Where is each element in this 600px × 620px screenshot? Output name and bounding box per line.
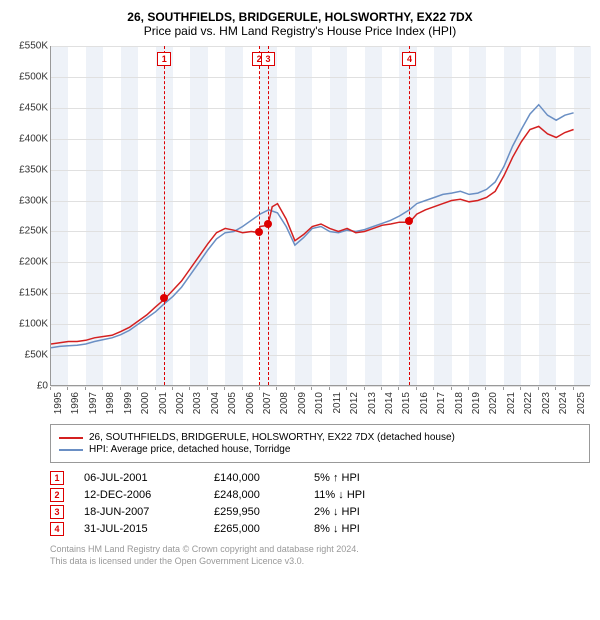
x-tick-label: 1998 (105, 392, 116, 414)
chart-svg (51, 46, 591, 386)
y-tick-label: £200K (19, 257, 48, 268)
x-tick-label: 1995 (53, 392, 64, 414)
sale-row-diff: 11% ↓ HPI (314, 489, 414, 501)
x-tick-label: 2010 (314, 392, 325, 414)
x-tick-label: 2023 (541, 392, 552, 414)
y-tick-label: £450K (19, 102, 48, 113)
sale-row-num: 2 (50, 488, 64, 502)
x-tick-label: 2018 (454, 392, 465, 414)
x-tick-label: 2021 (506, 392, 517, 414)
x-tick-label: 2009 (297, 392, 308, 414)
sale-marker-dot (255, 228, 263, 236)
chart-title: 26, SOUTHFIELDS, BRIDGERULE, HOLSWORTHY,… (10, 10, 590, 24)
x-tick-label: 2011 (332, 392, 343, 414)
sale-row-price: £248,000 (214, 489, 314, 501)
plot-area: 1234 (50, 46, 590, 386)
sale-row-diff: 5% ↑ HPI (314, 472, 414, 484)
x-tick-label: 2008 (279, 392, 290, 414)
sale-row-diff: 8% ↓ HPI (314, 523, 414, 535)
x-tick-label: 2014 (384, 392, 395, 414)
footer: Contains HM Land Registry data © Crown c… (50, 544, 590, 567)
x-tick-label: 2025 (576, 392, 587, 414)
sale-marker-dot (405, 217, 413, 225)
sale-marker-dot (160, 294, 168, 302)
sale-marker-line (259, 46, 260, 385)
y-tick-label: £250K (19, 226, 48, 237)
legend-label-a: 26, SOUTHFIELDS, BRIDGERULE, HOLSWORTHY,… (89, 432, 455, 443)
y-tick-label: £300K (19, 195, 48, 206)
legend-swatch-b (59, 449, 83, 451)
sale-row: 2 12-DEC-2006£248,00011% ↓ HPI (50, 488, 590, 502)
x-tick-label: 2000 (140, 392, 151, 414)
sale-marker-line (268, 46, 269, 385)
sale-marker-dot (264, 220, 272, 228)
y-tick-label: £400K (19, 133, 48, 144)
y-tick-label: £100K (19, 319, 48, 330)
sale-row: 4 31-JUL-2015£265,0008% ↓ HPI (50, 522, 590, 536)
x-tick-label: 2013 (367, 392, 378, 414)
sale-row: 1 06-JUL-2001£140,0005% ↑ HPI (50, 471, 590, 485)
sale-row-date: 18-JUN-2007 (84, 506, 214, 518)
x-tick-label: 1999 (123, 392, 134, 414)
x-tick-label: 1996 (70, 392, 81, 414)
x-axis: 1995 1996 1997 1998 1999 2000 2001 2002 2003 2004… (50, 390, 590, 420)
sale-row-diff: 2% ↓ HPI (314, 506, 414, 518)
sale-row-num: 1 (50, 471, 64, 485)
sale-marker-line (164, 46, 165, 385)
legend-swatch-a (59, 437, 83, 439)
sale-marker-box: 4 (402, 52, 416, 66)
x-tick-label: 2007 (262, 392, 273, 414)
x-tick-label: 2002 (175, 392, 186, 414)
y-tick-label: £0 (37, 381, 48, 392)
sale-row: 3 18-JUN-2007£259,9502% ↓ HPI (50, 505, 590, 519)
y-tick-label: £550K (19, 41, 48, 52)
sale-row-price: £259,950 (214, 506, 314, 518)
y-tick-label: £50K (25, 350, 48, 361)
x-tick-label: 1997 (88, 392, 99, 414)
sale-row-date: 12-DEC-2006 (84, 489, 214, 501)
sale-row-num: 4 (50, 522, 64, 536)
footer-line-1: Contains HM Land Registry data © Crown c… (50, 544, 590, 556)
x-tick-label: 2020 (488, 392, 499, 414)
sales-table: 1 06-JUL-2001£140,0005% ↑ HPI 2 12-DEC-2006… (50, 471, 590, 536)
x-tick-label: 2006 (245, 392, 256, 414)
y-tick-label: £350K (19, 164, 48, 175)
sale-row-price: £140,000 (214, 472, 314, 484)
x-tick-label: 2001 (158, 392, 169, 414)
y-axis: £0£50K£100K£150K£200K£250K£300K£350K£400… (10, 46, 48, 386)
chart-subtitle: Price paid vs. HM Land Registry's House … (10, 24, 590, 38)
x-tick-label: 2022 (523, 392, 534, 414)
legend-row-a: 26, SOUTHFIELDS, BRIDGERULE, HOLSWORTHY,… (59, 432, 581, 443)
legend-label-b: HPI: Average price, detached house, Torr… (89, 444, 290, 455)
x-tick-label: 2005 (227, 392, 238, 414)
sale-row-num: 3 (50, 505, 64, 519)
y-tick-label: £500K (19, 71, 48, 82)
x-tick-label: 2012 (349, 392, 360, 414)
sale-marker-line (409, 46, 410, 385)
legend: 26, SOUTHFIELDS, BRIDGERULE, HOLSWORTHY,… (50, 424, 590, 463)
property-series-line (51, 126, 574, 344)
footer-line-2: This data is licensed under the Open Gov… (50, 556, 590, 568)
sale-marker-box: 3 (261, 52, 275, 66)
y-tick-label: £150K (19, 288, 48, 299)
x-tick-label: 2024 (558, 392, 569, 414)
x-tick-label: 2019 (471, 392, 482, 414)
legend-row-b: HPI: Average price, detached house, Torr… (59, 444, 581, 455)
x-tick-label: 2016 (419, 392, 430, 414)
chart-area: £0£50K£100K£150K£200K£250K£300K£350K£400… (50, 46, 590, 386)
x-tick-label: 2004 (210, 392, 221, 414)
x-tick-label: 2015 (401, 392, 412, 414)
sale-marker-box: 1 (157, 52, 171, 66)
sale-row-date: 31-JUL-2015 (84, 523, 214, 535)
sale-row-date: 06-JUL-2001 (84, 472, 214, 484)
x-tick-label: 2003 (192, 392, 203, 414)
sale-row-price: £265,000 (214, 523, 314, 535)
x-tick-label: 2017 (436, 392, 447, 414)
